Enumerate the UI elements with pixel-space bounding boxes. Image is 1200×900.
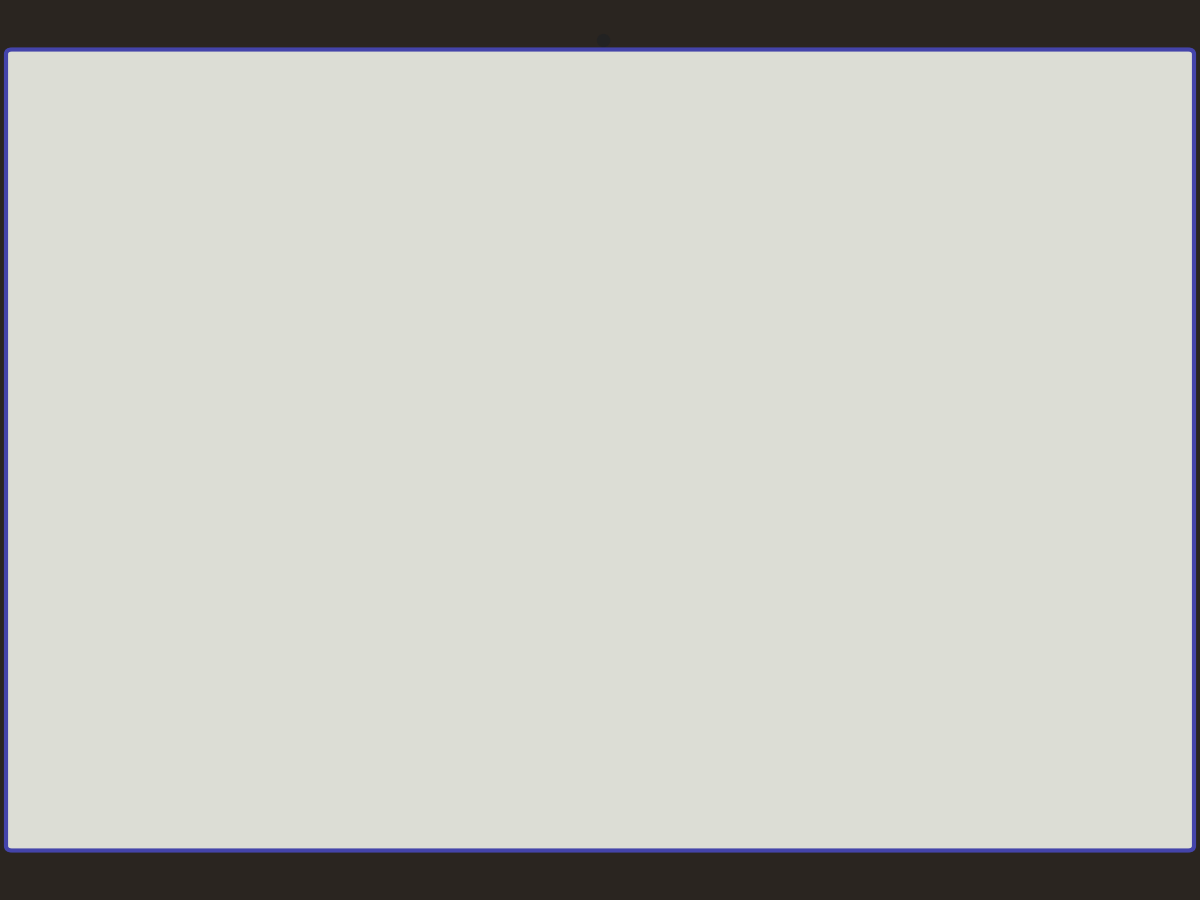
Text: other: other [164,278,234,302]
Text: F₂: F₂ [130,576,148,594]
Text: in the opposite direction to put the eye bolt in equilibrium. The x-direction is: in the opposite direction to put the eye… [90,400,966,424]
Text: sum of: sum of [90,278,175,302]
Text: Washer: Washer [234,781,286,795]
Text: (-100 lbf) to put the eye bolt in equilibrium.: (-100 lbf) to put the eye bolt in equili… [90,584,588,608]
Text: ~ Nut &: ~ Nut & [229,763,286,777]
Text: positive to the right. For example, if you find the sum of forces 1, 2, and 3 ar: positive to the right. For example, if y… [90,462,1033,485]
Text: forces on the bolt (force from the nut and plate on the bolt) ? If you: forces on the bolt (force from the nut a… [217,278,997,302]
Bar [198,671,222,757]
Bar [192,781,202,799]
Text: φ: φ [236,588,246,601]
Bar [192,781,228,799]
Bar [132,757,288,777]
Text: cables create F₁=200 lbf, F₂=250 lbf, and F₃=100 lbf with θ = 30 degrees and: cables create F₁=200 lbf, F₂=250 lbf, an… [90,156,983,179]
Text: plate: plate [270,732,305,745]
Text: lbf to the right, then the other forces in the x-direction must be pointing to t: lbf to the right, then the other forces … [90,523,1034,546]
Bar [218,781,228,799]
Text: An eye bolt is used to attach 3 cables to a steel plate. The tension in the thre: An eye bolt is used to attach 3 cables t… [90,94,990,118]
Text: θ: θ [218,567,228,581]
Text: add up the three force vectors, the sum other force you are looking for will jus: add up the three force vectors, the sum … [90,339,1033,363]
Text: F₁: F₁ [70,642,89,660]
Text: ~ steel: ~ steel [256,714,305,727]
Ellipse shape [598,34,610,46]
Text: φ=24.1 degrees. If the eye bolt is in equilibrium, what is the x-component of th: φ=24.1 degrees. If the eye bolt is in eq… [90,217,1013,240]
Text: F₃: F₃ [258,583,275,599]
Text: ~ Eye bolt: ~ Eye bolt [244,660,316,673]
